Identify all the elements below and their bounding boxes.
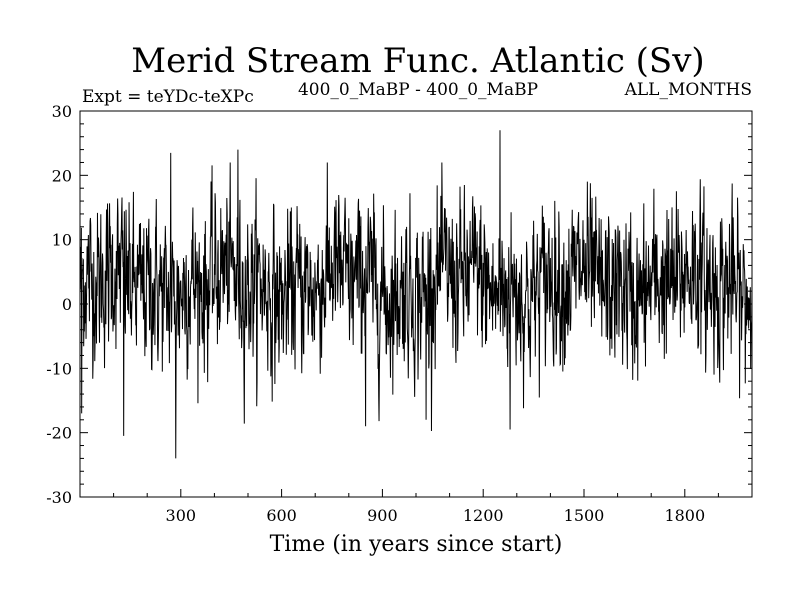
period-label: 400_0_MaBP - 400_0_MaBP: [298, 80, 538, 100]
x-tick-label: 1800: [664, 506, 705, 525]
plot-area: [79, 110, 753, 498]
y-tick-label: -10: [46, 359, 72, 378]
y-tick-label: 30: [52, 102, 72, 121]
y-axis: 30 20 10 0 -10 -20 -30: [46, 102, 752, 507]
y-tick-label: -20: [46, 424, 72, 443]
x-tick-label: 1200: [463, 506, 504, 525]
months-label: ALL_MONTHS: [624, 80, 752, 100]
series-layer: [79, 130, 753, 459]
x-tick-label: 600: [266, 506, 297, 525]
chart-title: Merid Stream Func. Atlantic (Sv): [131, 41, 704, 81]
y-tick-label: -30: [46, 488, 72, 507]
y-tick-label: 0: [62, 295, 72, 314]
x-tick-label: 300: [166, 506, 197, 525]
series-line: [79, 130, 753, 459]
x-tick-label: 900: [367, 506, 398, 525]
experiment-label: Expt = teYDc-teXPc: [82, 87, 254, 107]
y-tick-label: 10: [52, 231, 72, 250]
x-tick-label: 1500: [564, 506, 605, 525]
y-tick-label: 20: [52, 166, 72, 185]
x-axis-label: Time (in years since start): [270, 532, 563, 557]
x-axis: 300 600 900 1200 1500 1800: [113, 489, 719, 525]
